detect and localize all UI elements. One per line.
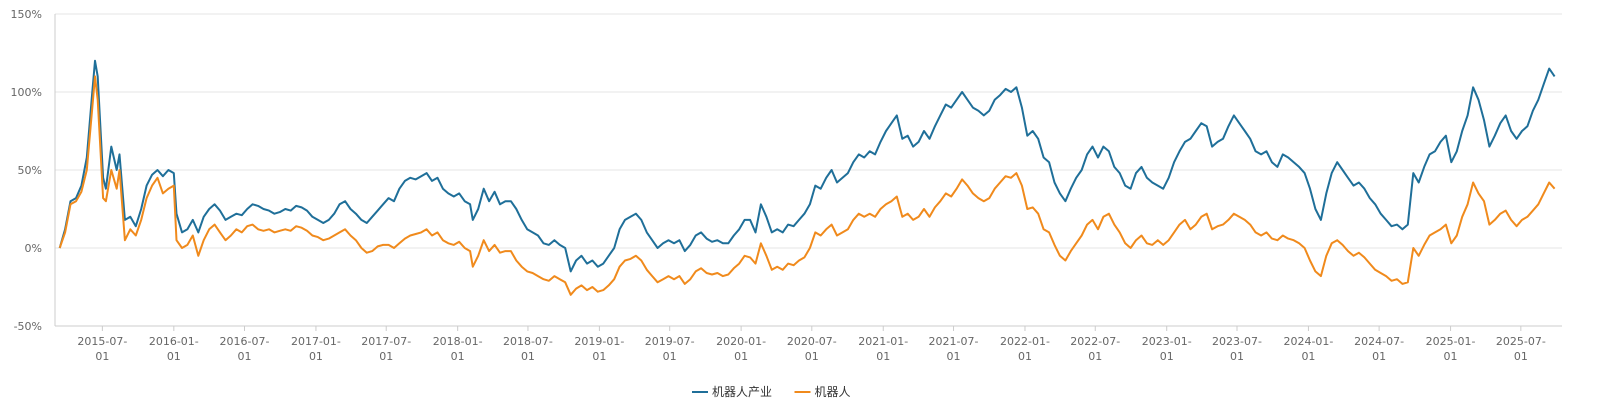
y-tick-label: 50%: [18, 164, 42, 177]
y-tick-label: 150%: [11, 8, 42, 21]
y-tick-label: -50%: [14, 320, 42, 333]
legend-label: 机器人产业: [712, 385, 772, 399]
x-tick-label: 2022-07-01: [1070, 335, 1120, 363]
legend-item-2[interactable]: 机器人: [794, 385, 851, 399]
x-tick-label: 2022-01-01: [1000, 335, 1050, 363]
x-tick-label: 2024-01-01: [1283, 335, 1333, 363]
series-line-1: [58, 59, 1556, 273]
legend-label: 机器人: [815, 385, 851, 399]
x-tick-label: 2018-01-01: [433, 335, 483, 363]
y-axis: 150% 100% 50% 0% -50%: [11, 8, 56, 333]
x-tick-label: 2019-07-01: [645, 335, 695, 363]
x-tick-label: 2017-07-01: [361, 335, 411, 363]
x-tick-label: 2016-01-01: [149, 335, 199, 363]
legend[interactable]: 机器人产业 机器人: [692, 385, 851, 399]
legend-item-1[interactable]: 机器人产业: [692, 385, 772, 399]
x-tick-label: 2025-07-01: [1496, 335, 1546, 363]
x-tick-label: 2019-01-01: [574, 335, 624, 363]
x-tick-label: 2020-01-01: [716, 335, 766, 363]
y-tick-label: 0%: [25, 242, 42, 255]
x-tick-label: 2021-01-01: [858, 335, 908, 363]
series-lines: [58, 59, 1556, 296]
x-tick-label: 2020-07-01: [787, 335, 837, 363]
x-tick-label: 2025-01-01: [1426, 335, 1476, 363]
x-tick-label: 2021-07-01: [929, 335, 979, 363]
x-tick-label: 2017-01-01: [291, 335, 341, 363]
x-tick-label: 2023-01-01: [1142, 335, 1192, 363]
x-tick-label: 2024-07-01: [1354, 335, 1404, 363]
series-line-2: [58, 75, 1556, 296]
x-axis: 2015-07-01 2016-01-01 2016-07-01 2017-01-01…: [55, 325, 1562, 363]
y-tick-label: 100%: [11, 86, 42, 99]
x-tick-label: 2015-07-01: [77, 335, 127, 363]
x-tick-label: 2016-07-01: [220, 335, 270, 363]
x-tick-label: 2023-07-01: [1212, 335, 1262, 363]
grid-lines: [55, 13, 1562, 327]
x-tick-label: 2018-07-01: [503, 335, 553, 363]
